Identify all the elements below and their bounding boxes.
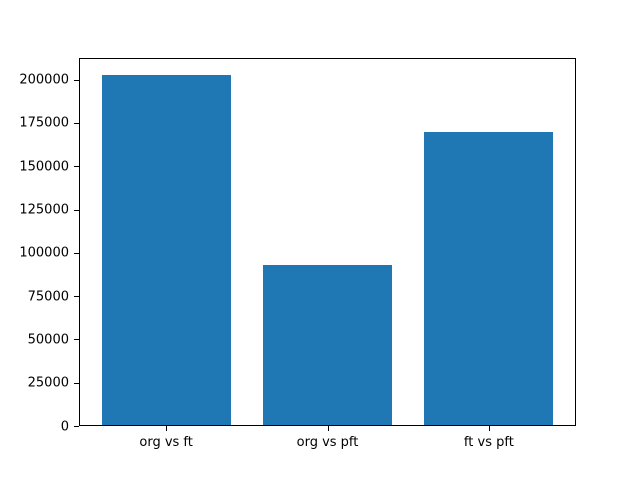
y-tick-mark <box>74 122 79 124</box>
x-tick-label: org vs pft <box>296 435 359 450</box>
y-tick-label: 75000 <box>27 289 69 305</box>
x-tick-label: ft vs pft <box>463 435 514 450</box>
y-tick-label: 50000 <box>27 332 69 348</box>
y-tick-mark <box>74 382 79 384</box>
bar <box>101 74 231 425</box>
y-tick-mark <box>74 79 79 81</box>
plot-area <box>79 58 576 426</box>
x-tick-mark <box>327 426 329 431</box>
y-tick-mark <box>74 426 79 427</box>
x-tick-mark <box>166 426 168 431</box>
bar <box>262 265 393 425</box>
y-tick-mark <box>74 252 79 254</box>
x-tick-label: org vs ft <box>139 435 193 450</box>
bar <box>424 131 554 425</box>
y-tick-label: 0 <box>60 419 69 434</box>
x-tick-mark <box>488 426 490 431</box>
y-tick-mark <box>74 296 79 298</box>
y-tick-label: 200000 <box>19 72 69 88</box>
y-tick-label: 25000 <box>27 375 69 391</box>
y-tick-mark <box>74 166 79 168</box>
y-tick-label: 150000 <box>19 159 69 175</box>
y-tick-label: 175000 <box>19 115 69 131</box>
y-tick-label: 100000 <box>19 245 69 261</box>
y-tick-mark <box>74 339 79 341</box>
y-tick-mark <box>74 209 79 211</box>
y-tick-label: 125000 <box>19 202 69 218</box>
